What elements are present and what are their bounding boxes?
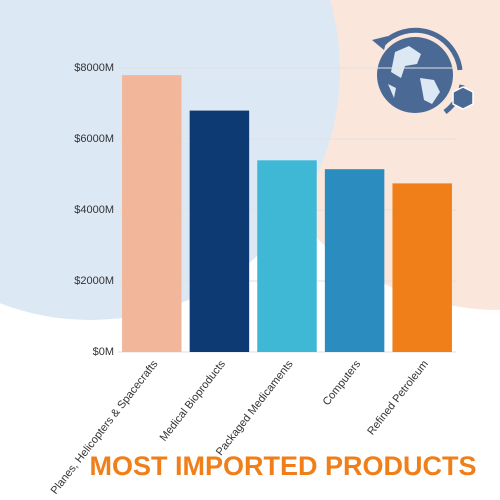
chart-title: MOST IMPORTED PRODUCTS [89,451,476,481]
globe-icon [372,27,474,114]
bar [257,160,317,352]
bar [392,183,452,352]
x-tick-label: Packaged Medicaments [214,358,296,458]
bar [324,169,385,352]
y-tick-label: $2000M [74,275,114,287]
y-tick-label: $8000M [74,62,114,74]
bar [122,75,182,352]
y-tick-label: $0M [93,346,114,358]
x-tick-label: Medical Bioproducts [158,358,229,444]
y-tick-label: $6000M [74,133,114,145]
bar [189,110,250,352]
x-tick-label: Computers [321,358,364,408]
x-tick-label: Refined Petroleum [365,358,431,437]
y-tick-label: $4000M [74,204,114,216]
